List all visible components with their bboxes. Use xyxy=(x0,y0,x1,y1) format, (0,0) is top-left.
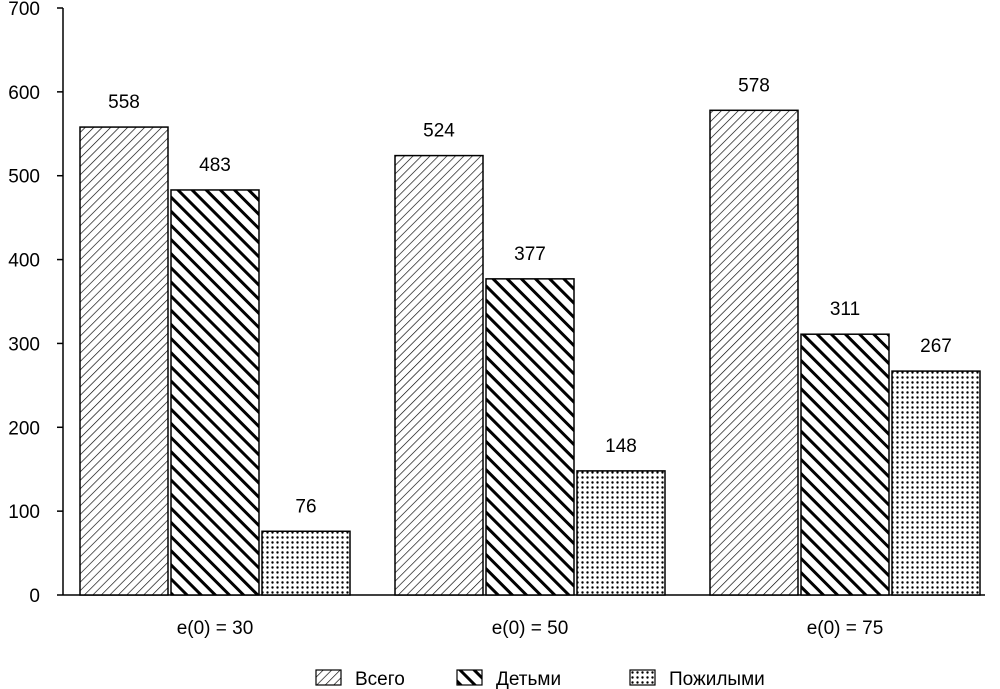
bar-value-label: 76 xyxy=(295,496,316,517)
legend-swatch-dots xyxy=(629,669,656,686)
bar-value-label: 148 xyxy=(605,436,637,457)
bar-bold-diagonal xyxy=(485,278,575,596)
legend-label: Всего xyxy=(355,669,405,689)
legend-label: Пожилыми xyxy=(669,669,765,689)
labels: 558 483 76 e(0) = 30 524 377 148 e(0) = 50 578 31… xyxy=(108,75,952,639)
legend-swatch-light-diagonal xyxy=(315,669,342,686)
bars xyxy=(79,109,981,596)
y-tick-label: 600 xyxy=(8,83,40,104)
bar-value-label: 377 xyxy=(514,244,546,265)
bar-bold-diagonal xyxy=(170,189,260,596)
legend: Всего Детьми Пожилыми xyxy=(315,669,765,689)
y-tick-label: 400 xyxy=(8,251,40,272)
bar-light-diagonal xyxy=(79,126,169,596)
y-tick-label: 200 xyxy=(8,418,40,439)
y-tick-label: 500 xyxy=(8,167,40,188)
bar-value-label: 578 xyxy=(738,75,770,96)
x-category-label: e(0) = 50 xyxy=(492,618,569,639)
legend-label: Детьми xyxy=(496,669,561,689)
y-tick-label: 300 xyxy=(8,334,40,355)
y-tick-label: 0 xyxy=(29,586,40,607)
legend-swatch-bold-diagonal xyxy=(456,669,483,686)
bar-value-label: 267 xyxy=(920,336,952,357)
bar-light-diagonal xyxy=(394,154,484,596)
bar-light-diagonal xyxy=(709,109,799,596)
bar-value-label: 524 xyxy=(423,121,455,142)
bar-dots xyxy=(261,530,351,596)
bar-dots xyxy=(576,470,666,596)
bar-dots xyxy=(891,370,981,596)
x-category-label: e(0) = 30 xyxy=(177,618,254,639)
bar-value-label: 311 xyxy=(830,299,860,320)
y-tick-label: 100 xyxy=(8,502,40,523)
bar-bold-diagonal xyxy=(800,333,890,596)
bar-value-label: 558 xyxy=(108,92,140,113)
y-tick-label: 700 xyxy=(8,0,40,20)
bar-value-label: 483 xyxy=(199,155,231,176)
x-category-label: e(0) = 75 xyxy=(807,618,884,639)
